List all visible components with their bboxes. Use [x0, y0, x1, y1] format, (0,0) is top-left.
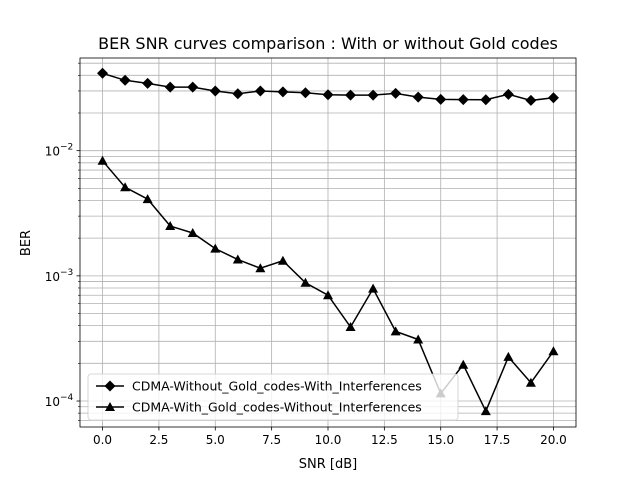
- data-point: [142, 194, 153, 204]
- data-point: [480, 406, 491, 416]
- data-point: [368, 283, 379, 293]
- y-axis-label: BER: [19, 230, 34, 256]
- y-tick-label: 10−2: [45, 143, 74, 159]
- x-tick-label: 10.0: [315, 433, 342, 447]
- legend-marker: [104, 380, 116, 392]
- data-point: [323, 290, 333, 300]
- data-point: [480, 94, 492, 106]
- data-point: [435, 93, 447, 105]
- data-point: [345, 89, 357, 101]
- axes: 0.0 2.5 5.0 7.5 10.0 12.5 15.0 17.5 20.0 10−4 10−3…: [45, 57, 577, 447]
- x-tick-label: 15.0: [427, 433, 454, 447]
- x-tick-label: 2.5: [149, 433, 168, 447]
- data-point: [119, 74, 131, 86]
- data-point: [142, 77, 154, 89]
- data-point: [277, 255, 288, 265]
- x-tick-label: 12.5: [371, 433, 398, 447]
- series-1: [97, 67, 559, 106]
- legend-marker: [105, 402, 115, 411]
- x-tick-label: 0.0: [93, 433, 112, 447]
- data-point: [367, 89, 379, 101]
- data-point: [187, 227, 198, 237]
- legend-box: [87, 373, 459, 421]
- x-axis-label: SNR [dB]: [299, 457, 357, 472]
- data-point: [390, 326, 401, 336]
- data-point: [255, 263, 266, 273]
- data-point: [502, 88, 514, 100]
- x-tick-label: 17.5: [484, 433, 511, 447]
- data-point: [390, 87, 402, 99]
- data-point: [547, 92, 559, 104]
- y-tick-label: 10−3: [45, 268, 74, 284]
- data-point: [413, 334, 424, 344]
- data-point: [300, 277, 311, 287]
- data-point: [412, 91, 424, 103]
- data-point: [457, 94, 469, 106]
- data-point: [503, 351, 514, 361]
- legend: CDMA-Without_Gold_codes-With_Interferenc…: [87, 373, 459, 421]
- data-point: [209, 85, 221, 97]
- data-point: [210, 243, 221, 253]
- data-point: [548, 346, 559, 356]
- data-point: [120, 182, 131, 192]
- chart-title: BER SNR curves comparison : With or with…: [98, 34, 558, 53]
- data-point: [525, 94, 537, 106]
- data-point: [322, 89, 334, 101]
- x-tick-label: 20.0: [540, 433, 567, 447]
- data-point: [232, 254, 243, 264]
- data-point: [525, 377, 536, 387]
- data-point: [232, 88, 244, 100]
- data-point: [165, 221, 176, 231]
- legend-entry: CDMA-Without_Gold_codes-With_Interferenc…: [132, 379, 422, 394]
- x-tick-label: 5.0: [206, 433, 225, 447]
- data-point: [299, 87, 311, 99]
- y-tick-label: 10−4: [45, 393, 74, 409]
- legend-entry: CDMA-With_Gold_codes-Without_Interferenc…: [132, 400, 422, 415]
- x-tick-label: 7.5: [262, 433, 281, 447]
- plot-frame: [79, 57, 577, 428]
- plot-series: [97, 67, 559, 416]
- data-point: [164, 81, 176, 93]
- data-point: [345, 322, 356, 332]
- data-point: [97, 67, 109, 79]
- data-point: [187, 81, 199, 93]
- grid: [80, 58, 576, 427]
- data-point: [97, 155, 108, 165]
- data-point: [254, 85, 266, 97]
- data-point: [458, 359, 469, 369]
- data-point: [277, 86, 289, 98]
